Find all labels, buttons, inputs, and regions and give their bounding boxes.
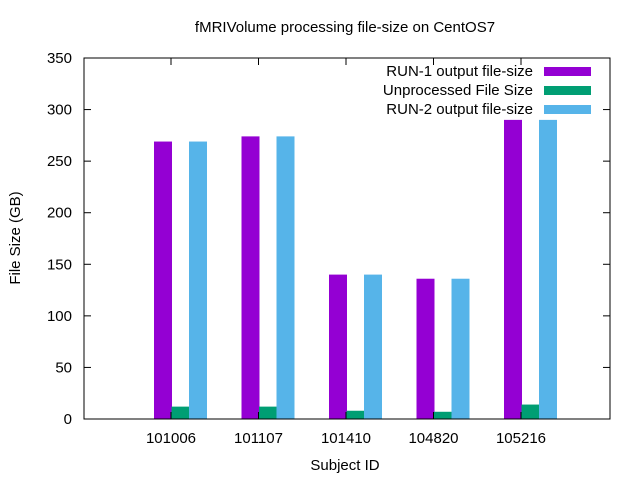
bar <box>259 406 277 419</box>
bar <box>364 274 382 419</box>
bar <box>276 136 295 420</box>
y-tick-label: 250 <box>47 153 72 170</box>
plot-frame <box>83 57 611 420</box>
bar <box>416 278 435 419</box>
legend-swatch <box>544 105 591 114</box>
x-tick-label: 101107 <box>234 430 283 447</box>
y-axis-label: File Size (GB) <box>7 191 24 284</box>
y-tick-label: 0 <box>64 411 72 428</box>
x-tick-label: 105216 <box>496 430 546 447</box>
legend: RUN-1 output file-size Unprocessed File S… <box>383 63 591 118</box>
x-axis-label: Subject ID <box>310 457 379 474</box>
bar <box>189 141 207 419</box>
legend-label: RUN-2 output file-size <box>386 101 533 118</box>
y-tick-label: 350 <box>47 50 72 67</box>
x-axis: 101006 101107 101410 104820 105216 <box>146 58 546 447</box>
bar <box>241 136 260 420</box>
x-tick-label: 104820 <box>408 430 458 447</box>
legend-label: RUN-1 output file-size <box>386 63 533 80</box>
bar <box>329 274 347 419</box>
y-tick-label: 100 <box>47 308 72 325</box>
bars-group <box>154 119 557 420</box>
x-tick-label: 101006 <box>146 430 196 447</box>
bar <box>434 411 452 419</box>
legend-swatch <box>544 86 591 95</box>
chart-title: fMRIVolume processing file-size on CentO… <box>195 19 495 36</box>
bar <box>451 278 470 419</box>
y-tick-label: 200 <box>47 205 72 222</box>
y-tick-label: 150 <box>47 256 72 273</box>
y-tick-label: 50 <box>55 359 72 376</box>
bar <box>521 404 540 419</box>
y-axis: 0 50 100 150 200 250 300 350 <box>47 50 610 428</box>
y-tick-label: 300 <box>47 102 72 119</box>
bar <box>171 406 190 419</box>
bar <box>504 119 522 419</box>
bar <box>154 141 172 419</box>
bar <box>539 119 557 419</box>
bar <box>346 410 365 419</box>
legend-swatch <box>544 67 591 76</box>
legend-label: Unprocessed File Size <box>383 82 533 99</box>
x-tick-label: 101410 <box>321 430 371 447</box>
